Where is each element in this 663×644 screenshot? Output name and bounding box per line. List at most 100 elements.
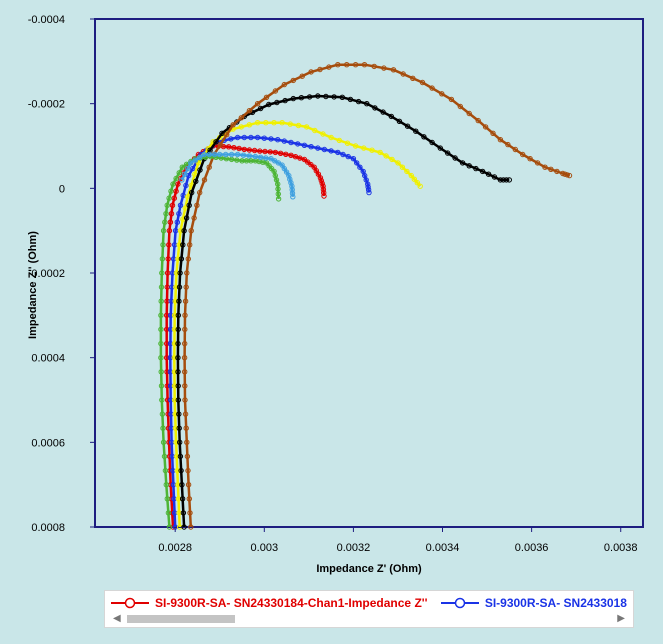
data-point xyxy=(365,181,371,187)
data-point xyxy=(357,164,363,170)
axis-layer: 0.0028 0.003 0.0032 0.0034 0.0036 0.0038 -0.00… xyxy=(28,14,638,554)
data-point xyxy=(383,153,389,159)
data-point xyxy=(512,146,518,153)
data-point xyxy=(175,355,181,361)
scroll-right-arrow-icon[interactable]: ▶ xyxy=(617,613,625,624)
data-point xyxy=(158,383,165,389)
data-point xyxy=(272,88,279,94)
data-point xyxy=(335,61,341,68)
data-point xyxy=(163,211,169,217)
data-point xyxy=(352,143,359,149)
data-point xyxy=(317,66,323,73)
series-line xyxy=(180,153,295,197)
data-point xyxy=(166,228,173,234)
data-point xyxy=(275,137,281,143)
data-point xyxy=(355,98,362,105)
data-point xyxy=(408,172,414,179)
data-point xyxy=(413,128,419,134)
legend: SI-9300R-SA- SN24330184-Chan1-Impedance … xyxy=(104,590,634,628)
data-point xyxy=(236,145,242,152)
data-point xyxy=(388,113,394,120)
data-point xyxy=(271,120,277,126)
series-line xyxy=(183,63,570,528)
data-point xyxy=(364,101,370,107)
data-point xyxy=(500,177,507,183)
series-line xyxy=(173,121,422,528)
data-point xyxy=(176,284,183,290)
data-point xyxy=(479,168,486,175)
data-point xyxy=(466,163,472,169)
legend-item-chan2[interactable]: SI-9300R-SA- SN2433018 xyxy=(440,596,627,610)
data-point xyxy=(312,127,318,134)
data-point xyxy=(169,202,176,209)
data-point xyxy=(185,482,192,488)
legend-item-chan1[interactable]: SI-9300R-SA- SN24330184-Chan1-Impedance … xyxy=(111,596,427,610)
data-point xyxy=(308,144,314,150)
data-point xyxy=(491,174,498,180)
data-point xyxy=(231,145,237,151)
data-point xyxy=(263,120,269,126)
data-point xyxy=(158,284,165,290)
data-point xyxy=(437,145,443,151)
data-point xyxy=(241,146,248,153)
data-point xyxy=(566,172,573,179)
data-point xyxy=(228,151,235,158)
data-point xyxy=(179,496,186,502)
data-point xyxy=(179,177,185,183)
data-point xyxy=(505,141,511,148)
data-point xyxy=(183,215,190,221)
data-point xyxy=(262,148,268,155)
data-point xyxy=(175,326,181,333)
data-point xyxy=(263,155,269,161)
data-point xyxy=(195,160,202,166)
data-point xyxy=(303,124,310,130)
y-tick-label: 0.0008 xyxy=(31,522,65,534)
data-point xyxy=(160,439,167,445)
data-point xyxy=(299,73,305,79)
data-point xyxy=(211,151,218,158)
series-7 xyxy=(179,151,296,200)
data-point xyxy=(419,79,426,86)
data-point xyxy=(187,242,193,248)
data-point xyxy=(185,467,191,474)
series-4 xyxy=(175,93,512,530)
data-point xyxy=(182,411,189,417)
data-point xyxy=(160,242,166,248)
scroll-left-arrow-icon[interactable]: ◀ xyxy=(113,613,121,624)
data-point xyxy=(179,482,185,488)
data-point xyxy=(344,61,350,68)
data-point xyxy=(168,211,175,217)
data-point xyxy=(166,242,172,248)
data-point xyxy=(158,312,164,318)
data-point xyxy=(164,355,170,361)
data-point xyxy=(319,180,325,187)
data-point xyxy=(279,120,285,126)
data-point xyxy=(335,149,341,156)
data-point xyxy=(173,439,179,445)
data-point xyxy=(268,136,274,142)
data-point xyxy=(175,397,182,403)
data-point xyxy=(320,186,327,193)
data-point xyxy=(497,137,504,143)
data-point xyxy=(527,156,533,162)
legend-scrollbar[interactable]: ◀ ▶ xyxy=(105,613,633,625)
series-line xyxy=(176,94,510,528)
data-point xyxy=(400,71,406,77)
data-point xyxy=(228,136,234,142)
data-point xyxy=(254,101,261,107)
data-point xyxy=(174,467,181,474)
data-point xyxy=(448,96,455,103)
data-point xyxy=(246,122,253,128)
data-point xyxy=(172,397,178,403)
scroll-thumb[interactable] xyxy=(127,615,235,623)
data-point xyxy=(193,178,199,185)
data-point xyxy=(323,93,329,100)
series-6 xyxy=(158,153,282,530)
y-axis-title: Impedance Z'' (Ohm) xyxy=(27,231,39,339)
data-point xyxy=(290,95,296,102)
data-point xyxy=(182,326,188,333)
data-point xyxy=(197,154,203,161)
data-point xyxy=(192,171,198,177)
data-point xyxy=(159,270,165,276)
